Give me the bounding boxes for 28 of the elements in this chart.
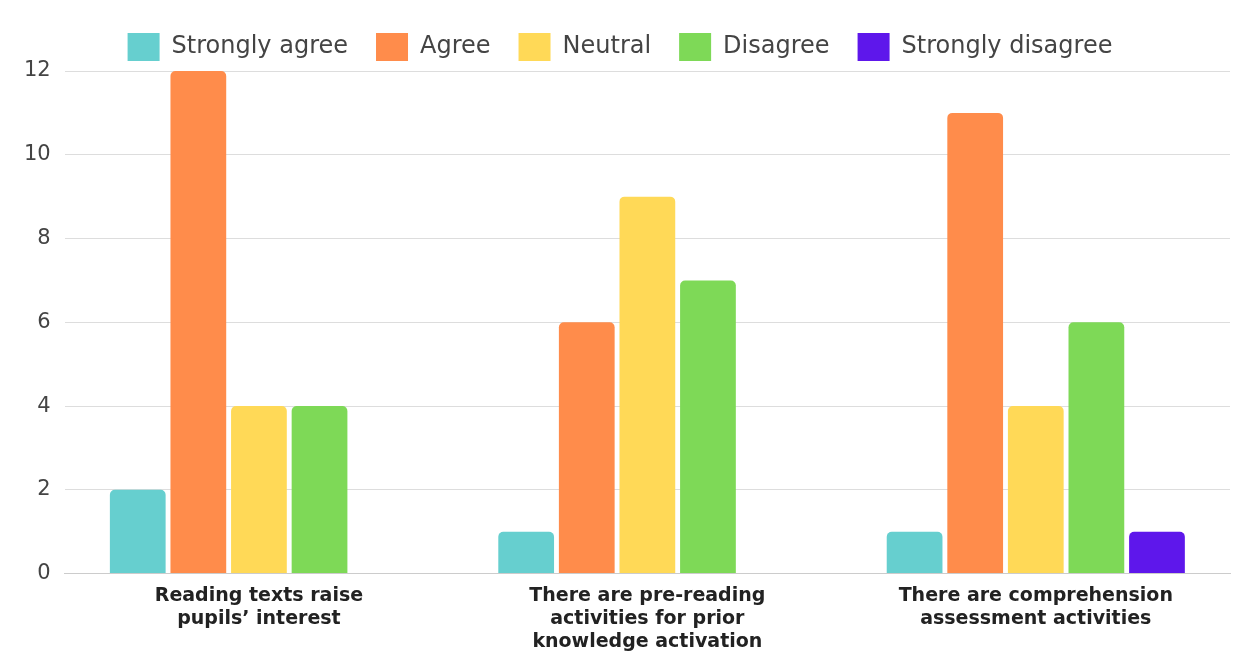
legend-label: Agree bbox=[420, 31, 491, 60]
x-tick-label: There are pre-reading activities for prior knowledge activation bbox=[529, 582, 766, 651]
bar bbox=[231, 406, 287, 574]
bar bbox=[291, 406, 348, 574]
y-tick-label: 4 bbox=[37, 392, 51, 417]
y-tick-label: 2 bbox=[37, 476, 51, 501]
bar bbox=[947, 112, 1004, 574]
x-tick-label: Reading texts raise pupils’ interest bbox=[154, 582, 364, 628]
bar bbox=[558, 322, 615, 574]
bar bbox=[619, 196, 676, 574]
bar bbox=[680, 280, 736, 574]
bar bbox=[109, 489, 166, 574]
bar bbox=[1007, 406, 1064, 574]
bar bbox=[1068, 322, 1125, 574]
bar bbox=[498, 531, 555, 574]
y-tick-label: 10 bbox=[23, 141, 51, 166]
y-tick-label: 0 bbox=[37, 560, 51, 585]
legend-label: Neutral bbox=[562, 31, 652, 60]
y-tick-label: 6 bbox=[37, 308, 51, 333]
x-tick-label: There are comprehension assessment activities bbox=[898, 582, 1173, 628]
y-tick-label: 8 bbox=[37, 224, 51, 249]
y-tick-label: 12 bbox=[23, 57, 51, 82]
legend-label: Strongly agree bbox=[171, 31, 349, 60]
legend-label: Disagree bbox=[723, 31, 830, 60]
legend-label: Strongly disagree bbox=[901, 31, 1113, 60]
bar bbox=[886, 531, 943, 574]
bar bbox=[1129, 531, 1185, 574]
bar bbox=[170, 71, 227, 574]
